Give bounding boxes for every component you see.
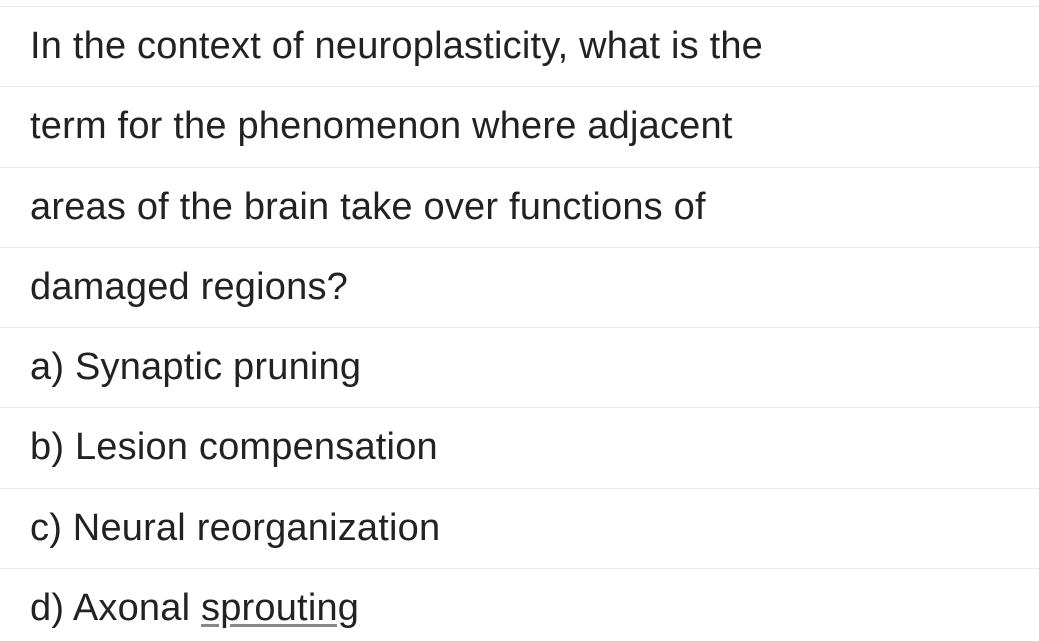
question-line-1: In the context of neuroplasticity, what … [0,6,1039,87]
option-b[interactable]: b) Lesion compensation [0,408,1039,488]
option-d-underlined: sprouting [201,587,359,629]
question-line-3: areas of the brain take over functions o… [0,168,1039,248]
question-line-4: damaged regions? [0,248,1039,328]
option-d[interactable]: d) Axonal sprouting [0,569,1039,640]
question-line-2: term for the phenomenon where adjacent [0,87,1039,167]
option-c[interactable]: c) Neural reorganization [0,489,1039,569]
quiz-block: In the context of neuroplasticity, what … [0,6,1039,640]
option-a[interactable]: a) Synaptic pruning [0,328,1039,408]
option-d-prefix: d) Axonal [30,587,201,629]
